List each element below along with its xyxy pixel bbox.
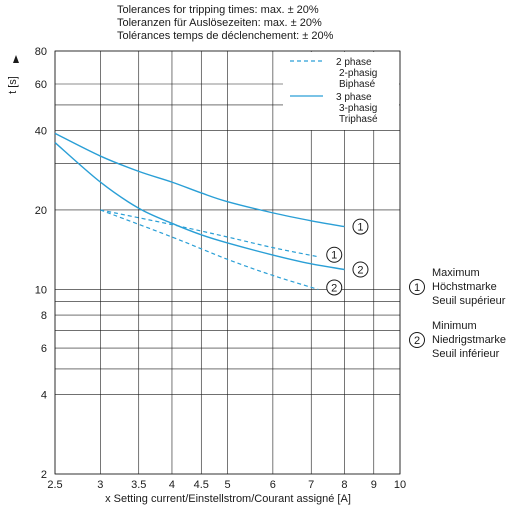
x-tick-label: 5 (224, 479, 230, 491)
header-line-de: Toleranzen für Auslösezeiten: max. ± 20% (117, 17, 322, 29)
curve-marker-label: 2 (357, 265, 363, 277)
plot-frame (54, 50, 401, 475)
x-tick-label: 4 (169, 479, 175, 491)
marker-2-icon (409, 332, 425, 348)
x-tick-label: 6 (270, 479, 276, 491)
curve-marker-2-icon (326, 279, 343, 296)
x-axis-label: x Setting current/Einstellstrom/Courant … (105, 493, 351, 505)
series-2phase-max (100, 209, 319, 258)
legend-background (283, 52, 399, 130)
chart-header: Tolerances for tripping times: max. ± 20… (117, 4, 334, 42)
y-tick-label: 20 (35, 205, 47, 217)
header-line-en: Tolerances for tripping times: max. ± 20… (117, 4, 319, 16)
y-tick-label: 6 (41, 343, 47, 355)
legend-label-3phase: 3 phase (336, 92, 372, 103)
axis-tick-labels: 2.5 3 3.5 4 4.5 5 6 7 8 9 10 2 4 6 8 10 20 40 60 80 (35, 46, 406, 491)
legend-label-3phase: 3-phasig (339, 103, 377, 114)
y-axis-arrow-icon (13, 55, 19, 63)
y-tick-label: 10 (35, 284, 47, 296)
y-tick-label: 8 (41, 310, 47, 322)
chart-grid (54, 50, 401, 475)
marker-1-text: Höchstmarke (432, 281, 497, 293)
marker-legend: 1 Maximum Höchstmarke Seuil supérieur 2 Minim… (409, 267, 506, 360)
y-axis-title: t [s] (7, 55, 19, 94)
y-tick-label: 60 (35, 79, 47, 91)
x-tick-label: 8 (341, 479, 347, 491)
curve-marker-2-icon (352, 261, 369, 278)
marker-id-label: 1 (414, 282, 420, 294)
x-tick-label: 3 (97, 479, 103, 491)
x-tick-label: 9 (371, 479, 377, 491)
y-axis-label: t [s] (7, 76, 19, 94)
x-tick-label: 4.5 (194, 479, 209, 491)
legend-label-3phase: Triphasé (339, 114, 378, 125)
y-tick-label: 80 (35, 46, 47, 58)
x-tick-label: 2.5 (47, 479, 62, 491)
legend-label-2phase: 2-phasig (339, 68, 377, 79)
curve-marker-label: 2 (331, 282, 337, 294)
marker-2-text: Minimum (432, 320, 477, 332)
series-3phase-min (54, 142, 345, 271)
marker-1-icon (409, 279, 425, 295)
marker-2-text: Niedrigstmarke (432, 334, 506, 346)
y-tick-label: 4 (41, 390, 47, 402)
header-line-fr: Tolérances temps de déclenchement: ± 20% (117, 30, 334, 42)
curve-marker-1-icon (352, 218, 369, 235)
series-2phase-min (100, 209, 319, 291)
marker-1-text: Seuil supérieur (432, 295, 506, 307)
marker-2-text: Seuil inférieur (432, 348, 500, 360)
x-tick-label: 3.5 (131, 479, 146, 491)
y-tick-label: 40 (35, 125, 47, 137)
chart-series: 1 2 1 2 (54, 132, 369, 296)
curve-marker-label: 1 (357, 222, 363, 234)
legend-label-2phase: Biphasé (339, 79, 376, 90)
curve-marker-1-icon (326, 246, 343, 263)
y-tick-label: 2 (41, 469, 47, 481)
marker-1-text: Maximum (432, 267, 480, 279)
marker-id-label: 2 (414, 335, 420, 347)
curve-marker-label: 1 (331, 250, 337, 262)
x-tick-label: 10 (394, 479, 406, 491)
legend-label-2phase: 2 phase (336, 57, 372, 68)
x-tick-label: 7 (308, 479, 314, 491)
series-3phase-max (54, 132, 345, 228)
